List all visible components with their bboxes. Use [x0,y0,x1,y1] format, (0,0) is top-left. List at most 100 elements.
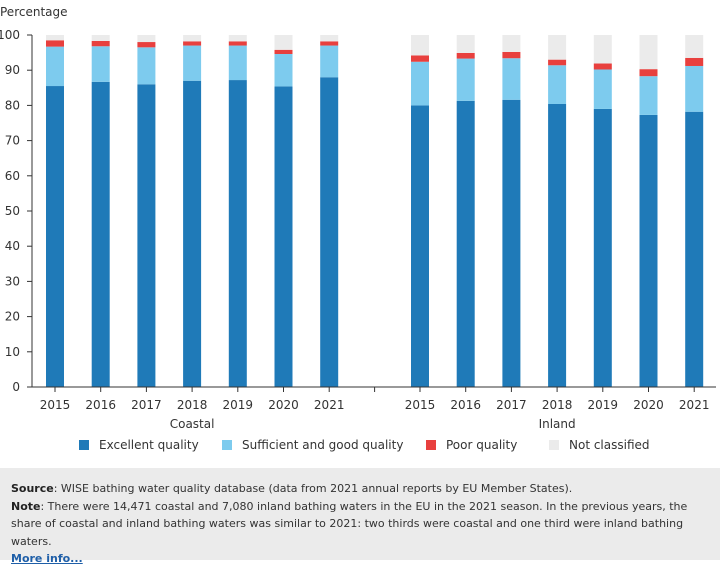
y-axis-title: Percentage [0,5,68,19]
bar-segment-coastal-2015-s1 [46,46,64,87]
bar-segment-coastal-2020-s3 [274,35,293,50]
legend-item-sufficient[interactable]: Sufficient and good quality [222,438,403,452]
bar-segment-inland-2015-s1 [411,61,429,106]
note-line: Note: There were 14,471 coastal and 7,08… [11,498,709,551]
y-tick-label: 80 [5,98,20,112]
y-tick-label: 30 [5,274,20,288]
bar-segment-coastal-2017-s3 [137,35,156,43]
bar-segment-inland-2018-s3 [548,35,567,60]
bar-segment-coastal-2019-s1 [228,45,247,81]
bar-segment-coastal-2020-s2 [274,49,293,54]
bar-segment-inland-2017-s3 [502,35,521,52]
bar-segment-inland-2018-s2 [548,59,567,66]
more-info-line: More info... [11,550,709,568]
x-tick-label: 2021 [314,398,345,412]
legend-item-poor[interactable]: Poor quality [426,438,517,452]
x-tick-label: 2018 [177,398,208,412]
y-tick-label: 60 [5,169,20,183]
bar-segment-inland-2021-s1 [685,65,704,112]
x-tick-label: 2019 [223,398,254,412]
legend-swatch-sufficient [222,440,232,450]
bar-segment-inland-2021-s0 [685,111,704,388]
bar-segment-inland-2018-s0 [548,103,567,388]
bar-segment-inland-2018-s1 [548,65,567,104]
bar-segment-coastal-2020-s1 [274,54,293,87]
bar-segment-coastal-2015-s2 [46,40,64,47]
bar-segment-coastal-2021-s3 [320,35,339,42]
bar-segment-inland-2020-s1 [639,76,658,115]
chart-legend: Excellent quality Sufficient and good qu… [0,438,720,458]
bar-segment-inland-2017-s1 [502,58,521,100]
x-tick-label: 2020 [633,398,664,412]
bar-segment-inland-2016-s1 [456,58,475,101]
bar-segment-inland-2021-s2 [685,57,704,66]
legend-label-not-classified: Not classified [569,438,650,452]
bar-segment-coastal-2015-s3 [46,35,64,41]
bar-segment-inland-2015-s0 [411,105,429,388]
bar-segment-coastal-2017-s1 [137,47,156,85]
bar-segment-coastal-2020-s0 [274,86,293,387]
bar-segment-coastal-2018-s1 [183,45,202,81]
bar-segment-coastal-2019-s0 [228,80,247,387]
y-tick-label: 100 [0,28,20,42]
note-text: : There were 14,471 coastal and 7,080 in… [11,499,688,548]
y-tick-label: 10 [5,345,20,359]
y-tick-label: 40 [5,239,20,253]
bar-segment-coastal-2021-s2 [320,41,339,46]
bar-segment-inland-2017-s0 [502,99,521,388]
bar-segment-inland-2016-s0 [456,100,475,387]
bar-segment-coastal-2016-s1 [91,46,110,82]
legend-label-excellent: Excellent quality [99,438,199,452]
bar-segment-coastal-2015-s0 [46,86,64,387]
bar-segment-inland-2021-s3 [685,35,704,58]
x-tick-label: 2018 [542,398,573,412]
legend-swatch-not-classified [549,440,559,450]
x-tick-label: 2015 [405,398,436,412]
bar-segment-inland-2020-s0 [639,114,658,388]
bar-segment-coastal-2017-s0 [137,84,156,387]
legend-label-poor: Poor quality [446,438,518,452]
legend-item-excellent[interactable]: Excellent quality [79,438,199,452]
bar-segment-coastal-2018-s0 [183,80,202,387]
more-info-link[interactable]: More info... [11,552,83,565]
stacked-bar-chart: Percentage 2015 2016 2017 2018 2019 2020 2021 C… [0,5,716,431]
bar-segment-inland-2016-s2 [456,52,475,59]
group-label-coastal: Coastal [170,417,215,431]
x-tick-label: 2016 [85,398,116,412]
bar-segment-coastal-2019-s2 [228,41,247,46]
legend-item-not-classified[interactable]: Not classified [549,438,650,452]
bar-segment-coastal-2016-s0 [91,81,110,387]
bar-segment-inland-2020-s2 [639,69,658,77]
bar-segment-coastal-2017-s2 [137,42,156,48]
x-tick-label: 2015 [40,398,71,412]
x-tick-label: 2021 [679,398,710,412]
y-tick-label: 20 [5,310,20,324]
legend-label-sufficient: Sufficient and good quality [242,438,404,452]
bar-segment-inland-2019-s3 [593,35,612,64]
x-tick-label: 2017 [131,398,162,412]
bar-segment-coastal-2019-s3 [228,35,247,42]
source-line: Source: WISE bathing water quality datab… [11,480,709,498]
legend-swatch-poor [426,440,436,450]
group-label-inland: Inland [539,417,576,431]
bar-segment-inland-2017-s2 [502,51,521,59]
bar-segment-coastal-2018-s3 [183,35,202,42]
y-tick-label: 50 [5,204,20,218]
bar-segment-coastal-2021-s0 [320,77,339,388]
bar-segment-inland-2015-s3 [411,35,429,56]
y-tick-label: 70 [5,134,20,148]
x-tick-label: 2019 [588,398,619,412]
y-tick-label: 0 [12,380,20,394]
x-tick-label: 2017 [496,398,527,412]
x-tick-label: 2016 [450,398,481,412]
bar-segment-inland-2016-s3 [456,35,475,53]
bar-segment-coastal-2018-s2 [183,41,202,46]
bar-segment-coastal-2021-s1 [320,45,339,78]
bar-segment-inland-2015-s2 [411,55,429,62]
bar-segment-inland-2019-s0 [593,108,612,388]
legend-swatch-excellent [79,440,89,450]
y-tick-label: 90 [5,63,20,77]
source-text: : WISE bathing water quality database (d… [53,482,573,495]
note-label: Note [11,499,41,513]
notes-panel: Source: WISE bathing water quality datab… [0,468,720,565]
